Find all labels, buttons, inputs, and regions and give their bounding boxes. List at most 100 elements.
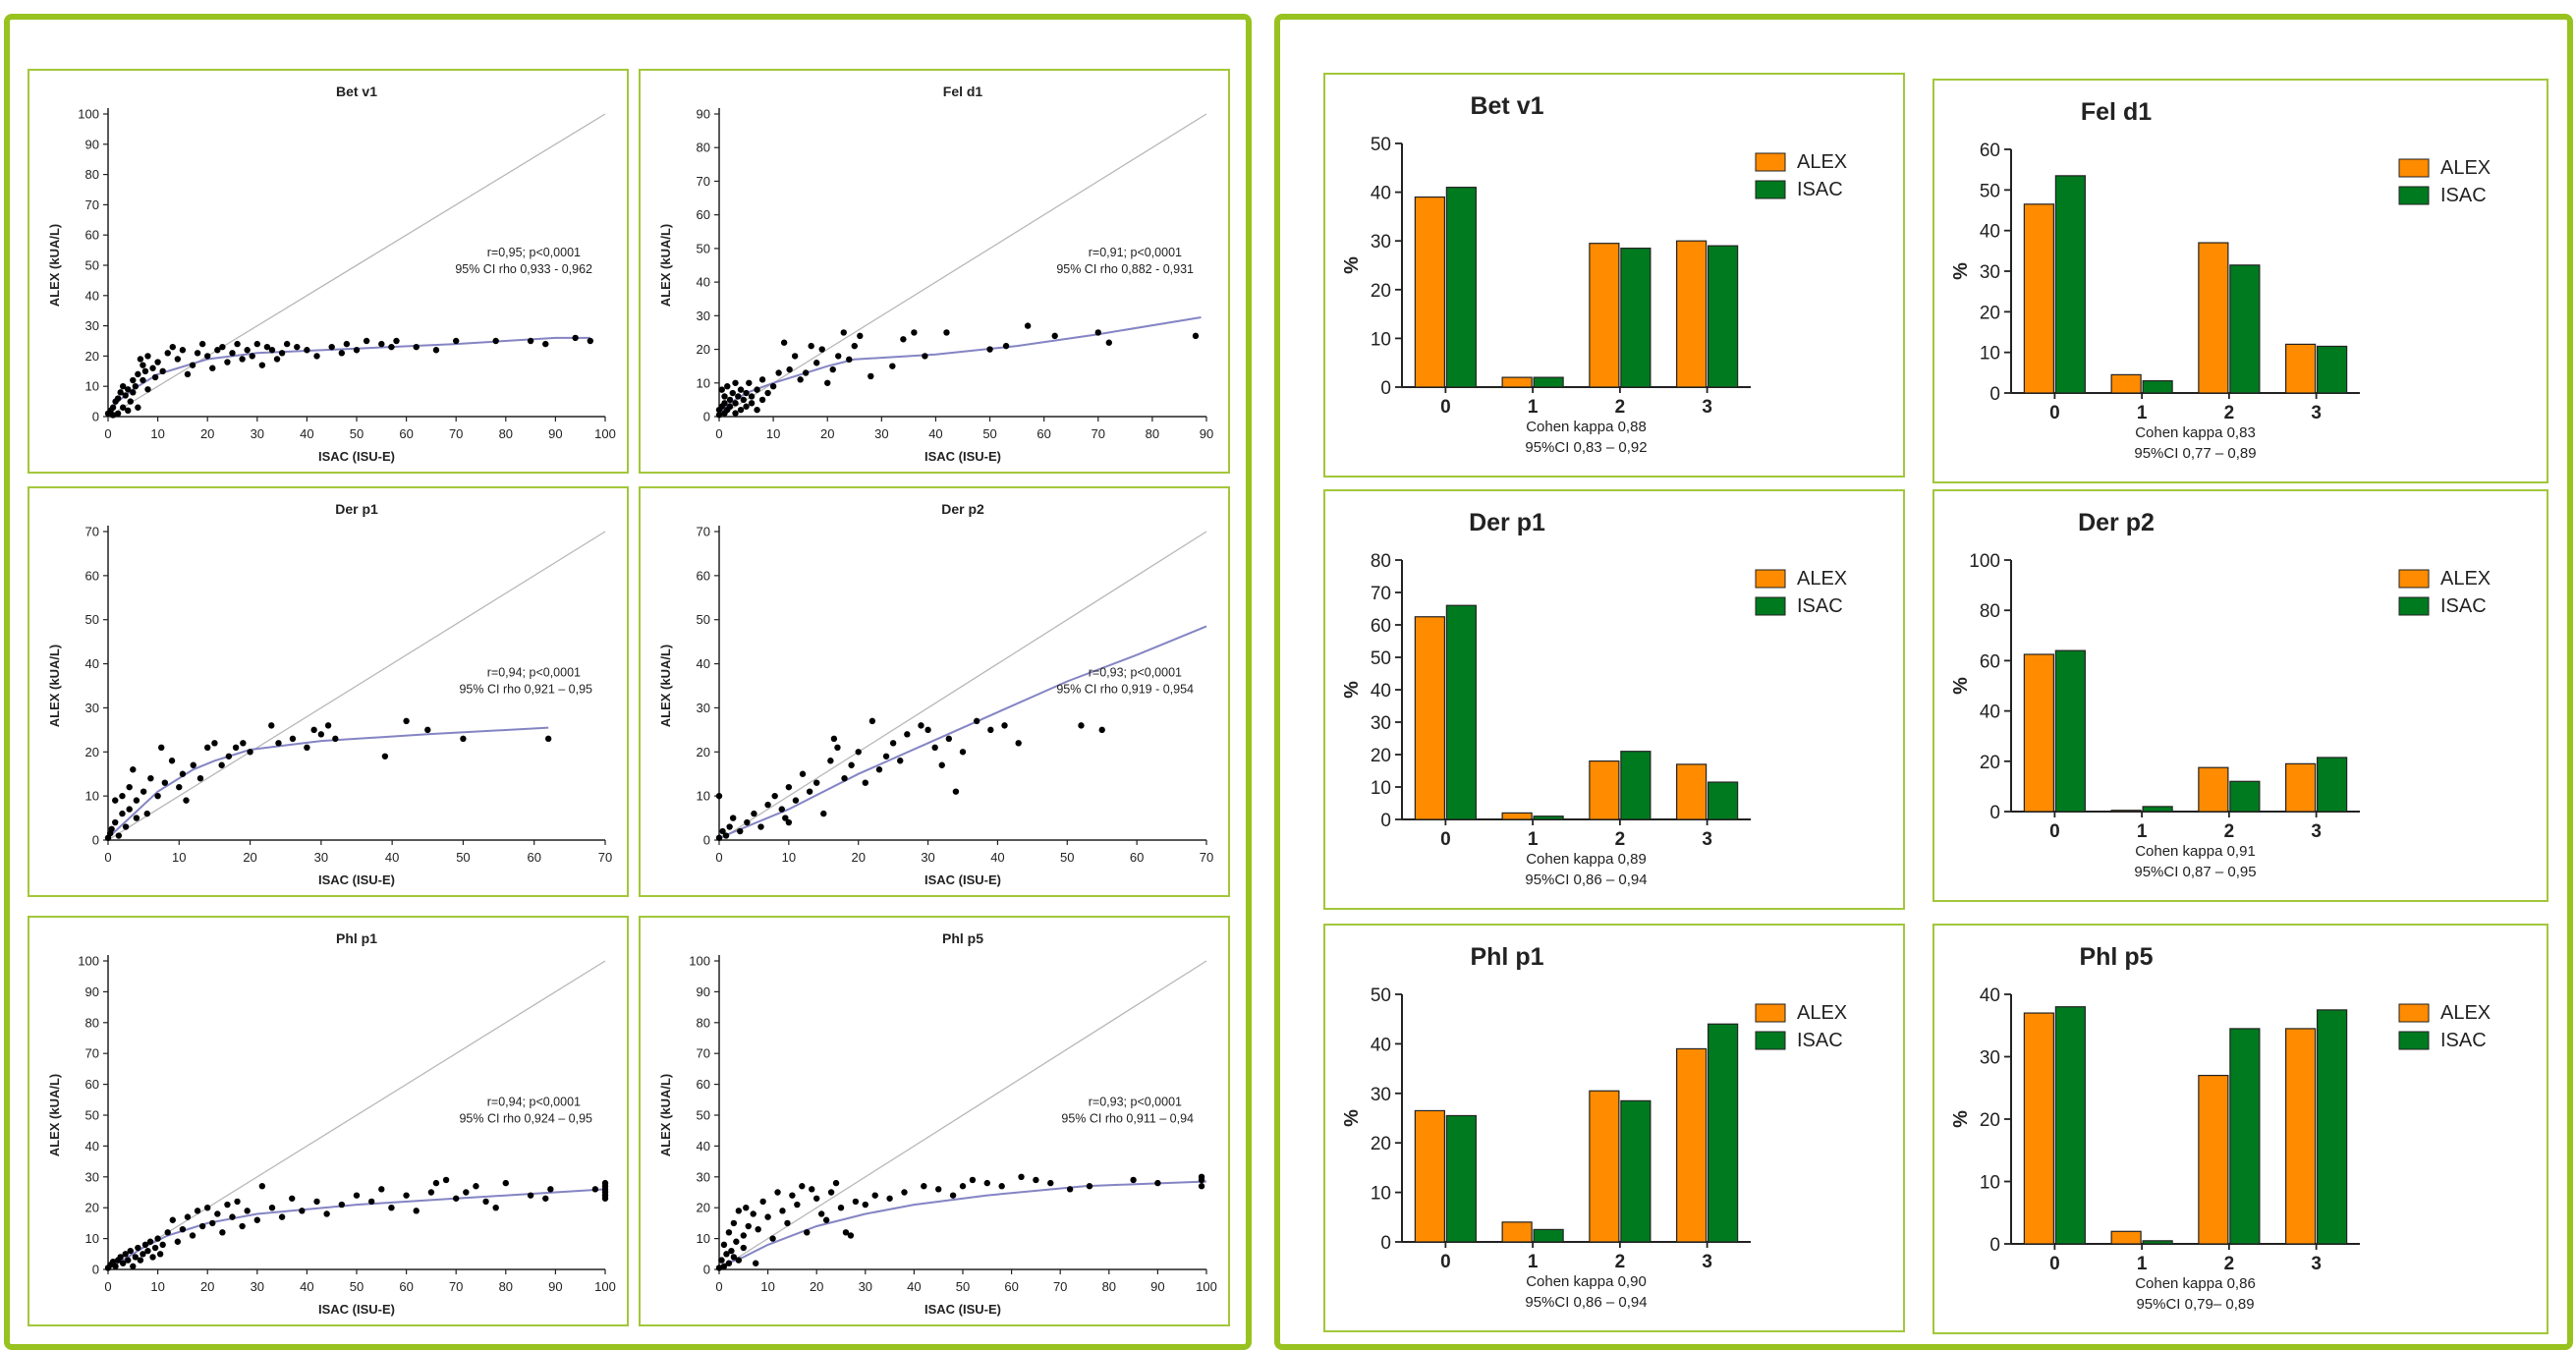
data-point bbox=[424, 726, 431, 734]
y-tick-label: 0 bbox=[703, 1263, 710, 1277]
data-point bbox=[492, 337, 499, 345]
x-tick-label: 0 bbox=[1440, 397, 1451, 418]
data-point bbox=[748, 393, 756, 400]
cohen-kappa-ci-label: 95%CI 0,86 – 0,94 bbox=[1525, 872, 1647, 888]
x-tick-label: 100 bbox=[594, 426, 616, 441]
y-tick-label: 30 bbox=[697, 701, 710, 715]
bar-chart-bet-v1: Bet v1 0 10 20 30 40 50% 0 1 2 3 Cohen kappa 0,88 95… bbox=[1323, 73, 1905, 478]
data-point bbox=[196, 775, 204, 782]
data-point bbox=[735, 393, 742, 400]
y-tick-label: 0 bbox=[703, 410, 710, 424]
fit-curve bbox=[718, 625, 1207, 839]
y-tick-label: 50 bbox=[85, 1108, 99, 1123]
y-tick-label: 60 bbox=[1371, 616, 1391, 637]
y-tick-label: 100 bbox=[1969, 551, 2000, 572]
data-point bbox=[154, 1235, 161, 1242]
data-point bbox=[780, 339, 788, 346]
x-tick-label: 0 bbox=[1440, 829, 1451, 850]
data-point bbox=[263, 343, 271, 351]
identity-line bbox=[718, 960, 1207, 1270]
data-point bbox=[743, 403, 750, 410]
bar-isac bbox=[1620, 751, 1652, 820]
data-point bbox=[189, 1232, 196, 1239]
cohen-kappa-ci-label: 95%CI 0,83 – 0,92 bbox=[1525, 439, 1647, 456]
x-tick-label: 1 bbox=[2137, 821, 2148, 842]
data-point bbox=[310, 726, 317, 734]
bar-isac bbox=[2054, 649, 2086, 813]
data-point bbox=[119, 1260, 127, 1266]
data-point bbox=[132, 383, 140, 390]
stats-confidence-interval: 95% CI rho 0,919 - 0,954 bbox=[1056, 683, 1194, 697]
x-tick-label: 0 bbox=[1440, 1252, 1451, 1272]
data-point bbox=[332, 735, 339, 743]
bar-isac bbox=[2229, 780, 2261, 813]
stats-confidence-interval: 95% CI rho 0,921 – 0,95 bbox=[459, 683, 592, 697]
data-point bbox=[733, 1238, 740, 1245]
data-point bbox=[786, 366, 793, 373]
legend-label-isac: ISAC bbox=[2440, 185, 2487, 206]
data-point bbox=[174, 1238, 182, 1245]
x-axis-label: ISAC (ISU-E) bbox=[924, 872, 1001, 887]
data-point bbox=[754, 386, 760, 393]
y-tick-label: 90 bbox=[697, 984, 710, 999]
data-point bbox=[720, 1241, 728, 1249]
bar-alex bbox=[1414, 196, 1445, 388]
cohen-kappa-ci-label: 95%CI 0,79– 0,89 bbox=[2136, 1296, 2254, 1313]
y-tick-label: 50 bbox=[85, 612, 99, 627]
x-tick-label: 2 bbox=[2224, 403, 2235, 423]
x-tick-label: 10 bbox=[150, 1279, 164, 1294]
data-point bbox=[1192, 332, 1200, 340]
data-point bbox=[174, 356, 182, 363]
y-tick-label: 40 bbox=[697, 275, 710, 290]
bar-svg: Fel d1 0 10 20 30 40 50 60% 0 1 2 3 Cohen kappa 0,83… bbox=[1950, 98, 2491, 462]
y-tick-label: 20 bbox=[1980, 753, 2000, 773]
data-point bbox=[822, 1216, 830, 1223]
y-tick-label: 10 bbox=[697, 789, 710, 804]
bar-alex bbox=[2110, 810, 2142, 813]
legend-label-isac: ISAC bbox=[2440, 1030, 2487, 1051]
y-tick-label: 90 bbox=[85, 984, 99, 999]
data-point bbox=[591, 1186, 599, 1193]
data-point bbox=[393, 337, 400, 345]
data-point bbox=[492, 1205, 499, 1211]
x-axis-label: ISAC (ISU-E) bbox=[318, 449, 395, 464]
legend-swatch-alex bbox=[2398, 1003, 2430, 1023]
y-tick-label: 40 bbox=[697, 1139, 710, 1153]
bar-alex bbox=[2023, 653, 2054, 813]
data-point bbox=[278, 350, 286, 357]
bar-isac bbox=[1620, 1099, 1652, 1243]
data-point bbox=[114, 395, 122, 402]
bar-alex bbox=[1589, 760, 1620, 820]
scatter-svg: Der p2 0 10 20 30 40 50 60 70 0 10 20 30 40 50 60 70 ISAC… bbox=[658, 501, 1213, 887]
data-point bbox=[775, 369, 782, 376]
data-point bbox=[728, 1247, 735, 1255]
stats-confidence-interval: 95% CI rho 0,882 - 0,931 bbox=[1056, 262, 1194, 276]
x-tick-label: 2 bbox=[2224, 1254, 2235, 1274]
cohen-kappa-label: Cohen kappa 0,89 bbox=[1526, 851, 1647, 868]
data-point bbox=[797, 376, 804, 383]
data-point bbox=[273, 356, 281, 363]
data-point bbox=[114, 410, 122, 418]
data-point bbox=[130, 376, 137, 384]
data-point bbox=[224, 359, 231, 366]
bar-svg: Der p2 0 20 40 60 80 100% 0 1 2 3 Cohen kappa 0,91 9… bbox=[1950, 509, 2491, 880]
data-point bbox=[1001, 722, 1008, 729]
data-point bbox=[112, 818, 119, 826]
data-point bbox=[135, 1244, 141, 1252]
data-point bbox=[143, 810, 150, 817]
data-point bbox=[921, 1183, 927, 1190]
data-point bbox=[159, 367, 166, 374]
data-point bbox=[432, 1179, 440, 1187]
data-point bbox=[1198, 1173, 1205, 1180]
y-tick-label: 20 bbox=[1371, 1134, 1391, 1154]
data-point bbox=[258, 1183, 266, 1190]
data-point bbox=[353, 347, 361, 354]
x-tick-label: 100 bbox=[1196, 1279, 1217, 1294]
y-axis-label: ALEX (kUA/L) bbox=[658, 645, 673, 728]
data-point bbox=[847, 1232, 855, 1239]
bar-alex bbox=[1676, 240, 1708, 388]
y-tick-label: 20 bbox=[1371, 746, 1391, 766]
data-point bbox=[268, 722, 275, 729]
data-point bbox=[740, 1232, 747, 1239]
data-point bbox=[758, 396, 766, 404]
